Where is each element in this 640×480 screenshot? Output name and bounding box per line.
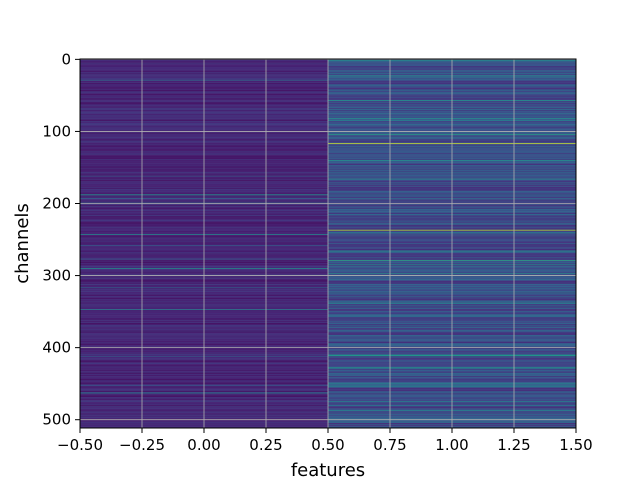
x-tick-label: 0.50 — [311, 436, 344, 454]
x-tick-label: −0.25 — [119, 436, 165, 454]
y-tick-label: 100 — [42, 122, 71, 140]
x-axis-ticks: −0.50 −0.25 0.00 0.25 0.50 0.75 1.00 1.25 1.50 — [57, 428, 593, 454]
x-tick-label: 0.00 — [187, 436, 220, 454]
y-tick-label: 0 — [61, 50, 71, 68]
y-tick-label: 400 — [42, 339, 71, 357]
y-tick-label: 300 — [42, 267, 71, 285]
y-axis-ticks: 0 100 200 300 400 500 — [42, 50, 80, 429]
x-tick-label: 1.25 — [497, 436, 530, 454]
x-tick-label: 1.00 — [435, 436, 468, 454]
x-axis-label: features — [291, 460, 365, 480]
y-tick-label: 200 — [42, 195, 71, 213]
x-tick-label: 1.50 — [559, 436, 592, 454]
y-tick-label: 500 — [42, 411, 71, 429]
x-tick-label: −0.50 — [57, 436, 103, 454]
y-axis-label: channels — [12, 203, 33, 284]
x-tick-label: 0.25 — [249, 436, 282, 454]
x-tick-label: 0.75 — [373, 436, 406, 454]
